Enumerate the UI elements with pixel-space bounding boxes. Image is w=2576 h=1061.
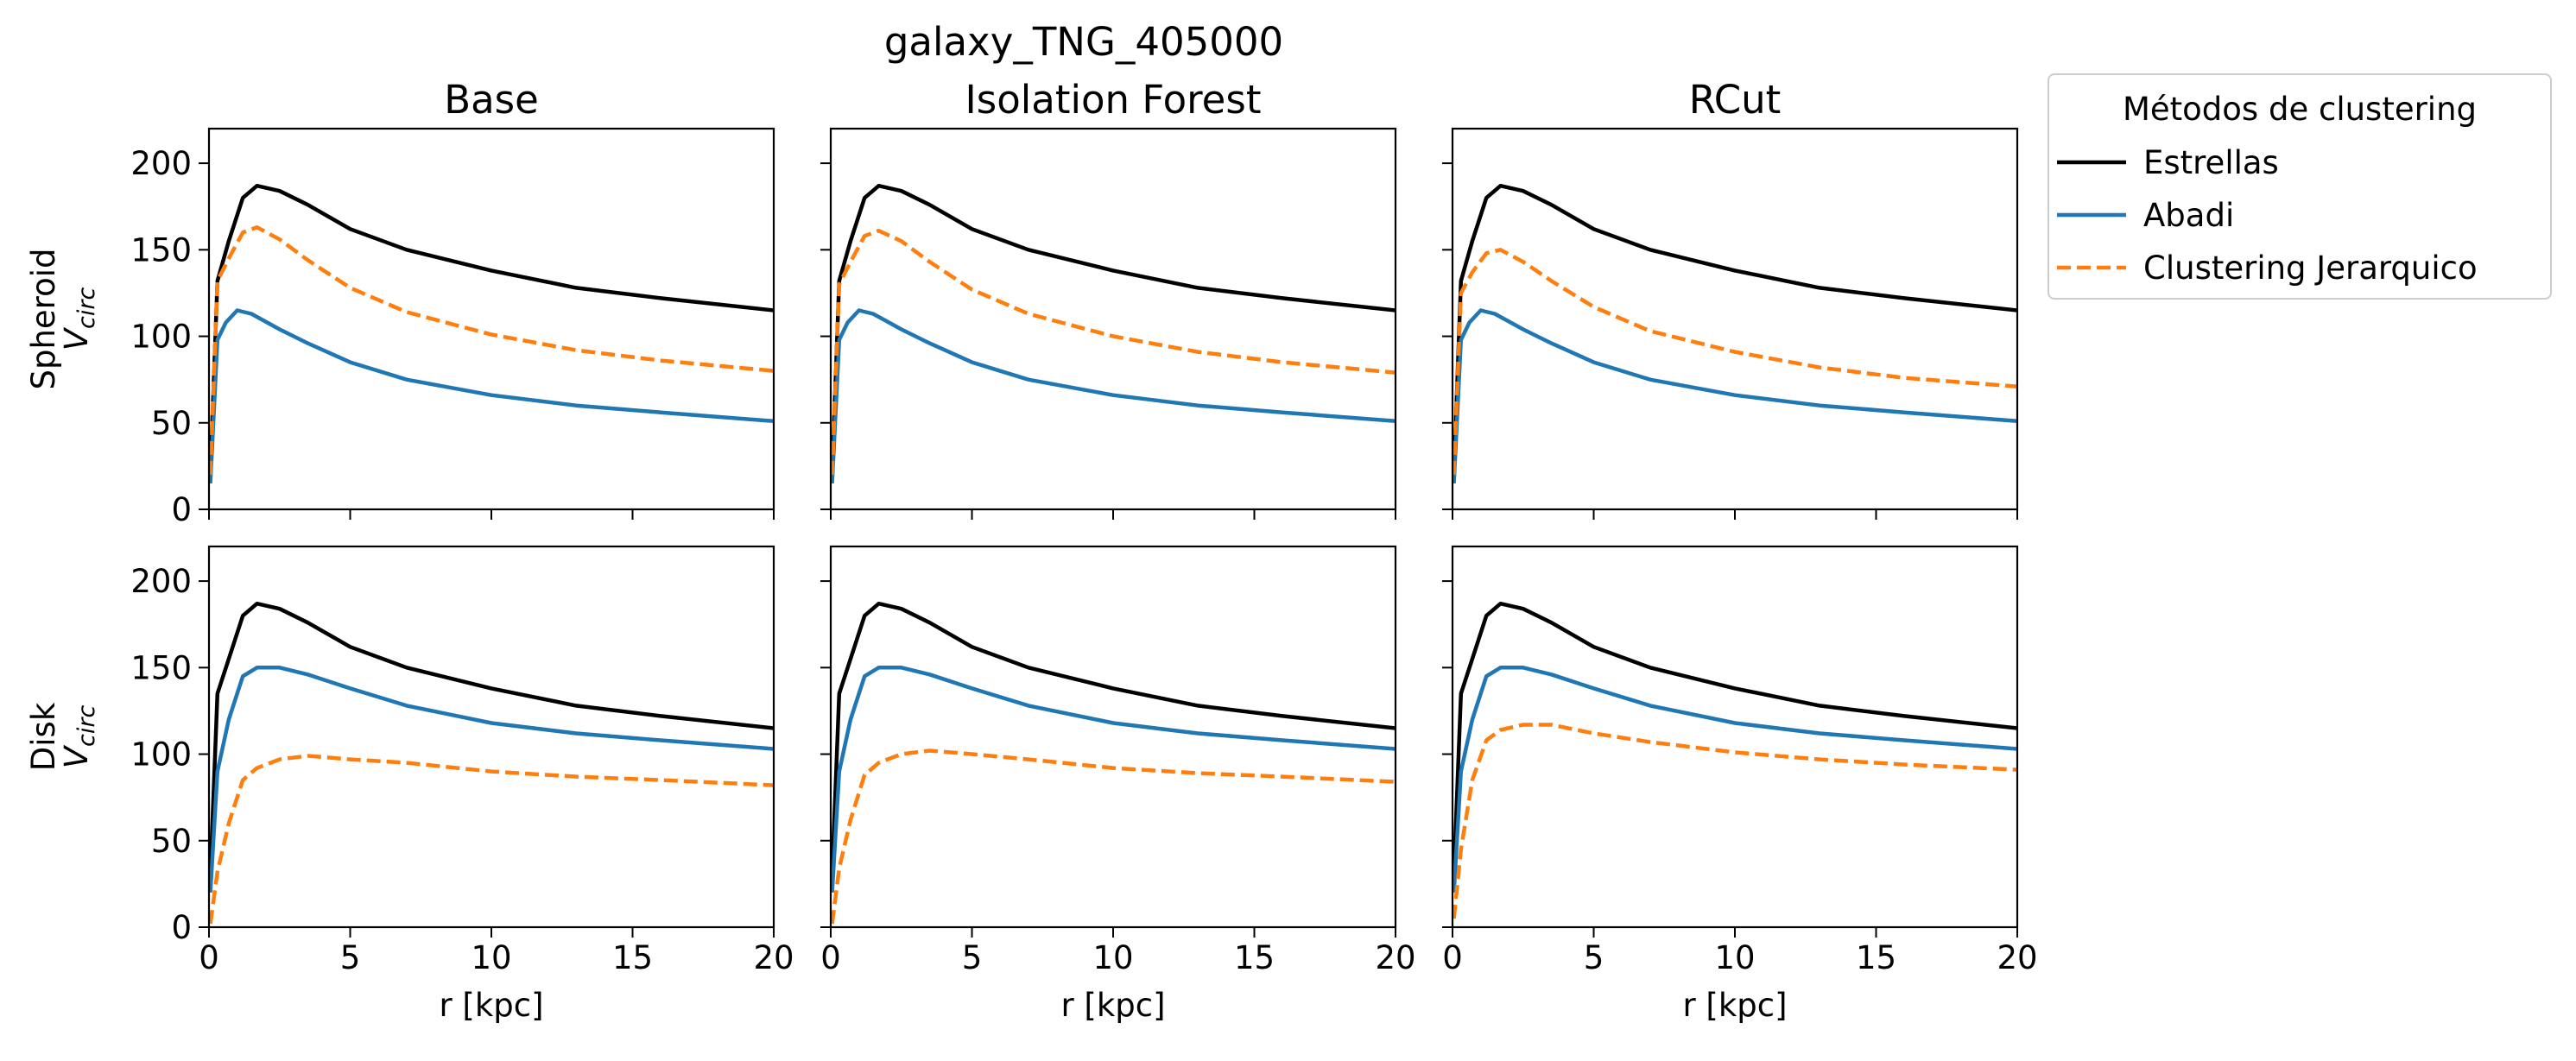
x-tick-label: 10 [1092, 939, 1133, 976]
legend-title: Métodos de clustering [2123, 91, 2477, 128]
series-line-estrellas [831, 601, 1396, 875]
series-line-estrellas [831, 183, 1396, 475]
legend-box [2048, 73, 2552, 300]
y-tick-label: 50 [151, 823, 192, 860]
x-axis-label: r [kpc] [1682, 987, 1787, 1024]
x-tick-label: 5 [1584, 939, 1604, 976]
series-line-estrellas [209, 183, 774, 475]
x-tick-label: 10 [471, 939, 511, 976]
series-line-abadi [209, 308, 774, 484]
x-tick-label: 20 [1375, 939, 1415, 976]
x-tick-label: 5 [962, 939, 983, 976]
x-axis-label: r [kpc] [439, 987, 543, 1024]
y-tick-label: 100 [130, 736, 192, 774]
axes-frame [829, 545, 1397, 929]
series-line-clustering-jerarquico [1453, 723, 2017, 919]
y-tick-label: 150 [130, 649, 192, 686]
series-line-clustering-jerarquico [209, 225, 774, 475]
x-tick-label: 10 [1714, 939, 1755, 976]
column-title: RCut [1689, 77, 1782, 123]
x-tick-label: 5 [340, 939, 361, 976]
legend-label: Estrellas [2143, 144, 2279, 181]
y-tick-label: 200 [130, 145, 192, 182]
y-tick-label: 50 [151, 405, 192, 442]
series-line-estrellas [209, 601, 774, 875]
series-line-clustering-jerarquico [1453, 248, 2017, 475]
y-tick-label: 0 [171, 909, 192, 946]
series-line-clustering-jerarquico [831, 229, 1396, 475]
y-tick-label: 0 [171, 491, 192, 528]
legend: Métodos de clustering Estrellas Abadi Clust… [2048, 73, 2552, 300]
y-axis-label: DiskVcirc [25, 702, 100, 771]
x-tick-label: 0 [820, 939, 841, 976]
series-line-estrellas [1453, 183, 2017, 475]
x-tick-label: 20 [753, 939, 794, 976]
x-tick-label: 15 [1856, 939, 1896, 976]
x-tick-label: 0 [1442, 939, 1463, 976]
column-title: Base [444, 77, 539, 123]
series-line-abadi [209, 666, 774, 894]
y-tick-label: 100 [130, 319, 192, 356]
series-line-abadi [1453, 666, 2017, 894]
subplot-spheroid-3: RCut [1442, 77, 2019, 520]
y-tick-label: 200 [130, 563, 192, 600]
series-line-clustering-jerarquico [831, 748, 1396, 925]
series-line-abadi [1453, 308, 2017, 484]
series-line-estrellas [1453, 601, 2017, 875]
subplot-spheroid-2: Isolation Forest [820, 77, 1397, 520]
x-tick-label: 0 [199, 939, 219, 976]
subplot-disk-2: 0 5 10 15 20 r [kpc] [820, 545, 1416, 1024]
x-tick-label: 15 [1234, 939, 1275, 976]
series-line-abadi [831, 308, 1396, 484]
subplot-spheroid-1: 0 50 100 150 200 Base SpheroidVcirc [25, 77, 775, 528]
subplot-disk-3: 0 5 10 15 20 r [kpc] [1442, 545, 2038, 1024]
column-title: Isolation Forest [965, 77, 1262, 123]
series-line-clustering-jerarquico [209, 754, 774, 925]
y-axis-label: SpheroidVcirc [25, 249, 100, 390]
legend-label: Clustering Jerarquico [2143, 249, 2478, 287]
axes-frame [207, 127, 775, 511]
x-tick-label: 15 [612, 939, 653, 976]
x-tick-label: 20 [1997, 939, 2037, 976]
axes-frame [1451, 545, 2019, 929]
axes-frame [829, 127, 1397, 511]
y-tick-label: 150 [130, 231, 192, 268]
x-axis-label: r [kpc] [1060, 987, 1165, 1024]
axes-frame [207, 545, 775, 929]
series-line-abadi [831, 666, 1396, 894]
axes-frame [1451, 127, 2019, 511]
legend-label: Abadi [2143, 197, 2234, 234]
figure-title: galaxy_TNG_405000 [884, 19, 1283, 65]
